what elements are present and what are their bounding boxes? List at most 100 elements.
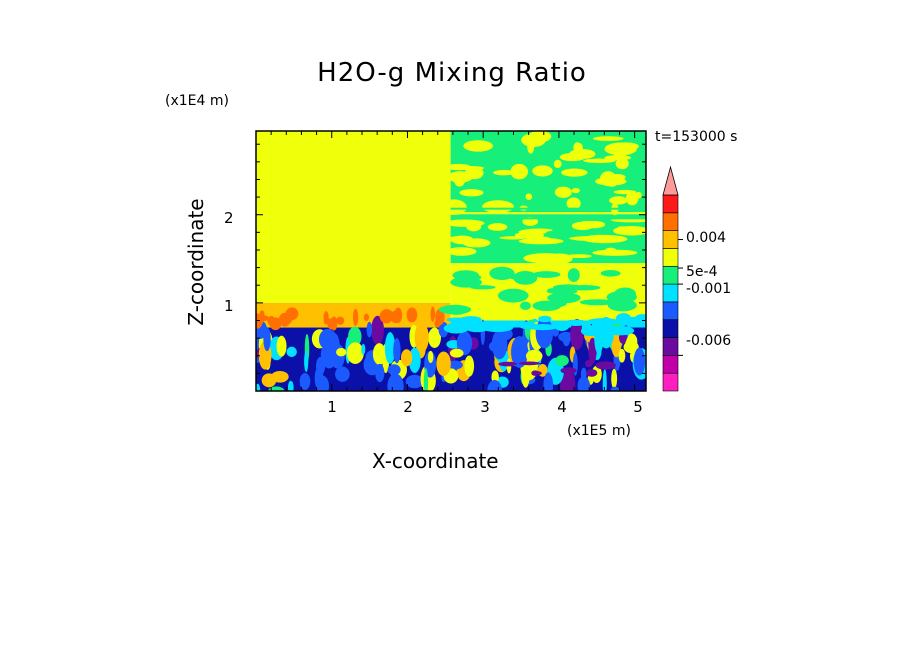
contour-blob [363,313,370,322]
contour-blob [330,316,338,331]
contour-blob [613,225,646,236]
colorbar-swatch [662,283,679,303]
contour-blob [346,342,364,364]
contour-blob [511,336,529,369]
colorbar-swatch [662,301,679,321]
contour-blob [335,366,350,382]
contour-blob [560,367,577,374]
contour-blob [286,346,297,358]
colorbar-swatch [662,372,679,392]
contour-blob [268,386,285,391]
contour-blob [525,193,533,201]
contour-blob [564,370,576,391]
contour-blob [428,327,441,348]
colorbar-extend-arrow [662,165,679,196]
colorbar-label: -0.006 [686,333,732,349]
contour-blob [581,220,606,229]
contour-blob [498,361,517,367]
contour-band [450,207,646,210]
colorbar-swatch [662,355,679,374]
x-tick-label: 1 [327,398,337,416]
contour-blob [269,317,282,331]
z-axis-unit: (x1E4 m) [165,93,229,109]
x-tick-label: 5 [633,398,643,416]
contour-blob [441,199,467,216]
colorbar-label: 5e-4 [686,264,718,280]
x-axis-unit: (x1E5 m) [567,423,631,439]
contour-field [256,131,646,391]
contour-blob [384,332,396,364]
contour-blob [323,311,328,325]
contour-blob [587,318,620,326]
contour-blob [523,134,538,139]
contour-blob [518,361,541,366]
contour-blob [304,350,309,372]
contour-blob [497,288,529,303]
contour-blob [571,187,580,194]
contour-blob [400,349,413,367]
contour-blob [567,268,580,282]
contour-blob [554,320,570,332]
z-tick-label: 2 [224,209,234,227]
contour-blob [449,348,464,358]
contour-blob [532,271,561,278]
contour-blob [459,189,484,197]
contour-band [450,217,646,220]
contour-blob [583,235,626,240]
contour-blob [453,171,466,187]
contour-blob [371,315,384,345]
region-fill [256,131,451,303]
contour-blob [436,351,451,377]
contour-blob [612,142,639,151]
colorbar-swatch [662,337,679,356]
contour-blob [510,163,529,180]
contour-blob [430,306,436,322]
contour-blob [625,191,639,206]
axis-ticks [255,131,646,392]
contour-blob [414,322,429,353]
contour-blob [393,338,401,364]
x-tick-label: 3 [480,398,490,416]
contour-blob [618,348,626,363]
colorbar-swatch [662,212,679,231]
time-label: t=153000 s [655,129,738,145]
contour-blob [549,299,567,308]
contour-blob [488,340,506,353]
z-tick-label: 1 [224,297,234,315]
contour-blob [446,247,477,256]
contour-blob [528,131,552,143]
contour-blob [261,373,277,388]
contour-blob [283,312,289,325]
contour-blob [487,223,508,231]
contour-blob [623,341,639,354]
contour-blob [465,166,484,180]
contour-blob [394,307,403,323]
contour-blob [380,309,394,322]
contour-blob [466,221,482,232]
contour-blob [543,372,554,391]
contour-blob [434,319,441,328]
contour-blob [406,307,418,323]
contour-blob [615,157,629,170]
contour-blob [525,349,543,363]
contour-blob [547,287,575,293]
contour-blob [481,323,514,333]
contour-blob [588,337,597,364]
colorbar-swatch [662,230,679,249]
colorbar-swatch [662,319,679,338]
contour-blob [546,253,573,264]
contour-blob [583,158,616,163]
contour-blob [514,231,545,239]
contour-blob [559,153,585,162]
contour-blob [387,364,401,376]
contour-blob [592,136,624,141]
contour-blob [579,299,616,306]
contour-blob [609,196,628,205]
contour-blob [473,142,486,151]
plot-frame [255,130,647,392]
contour-blob [602,368,607,391]
contour-blob [256,383,261,391]
contour-blob [287,380,294,391]
contour-blob [584,360,593,368]
